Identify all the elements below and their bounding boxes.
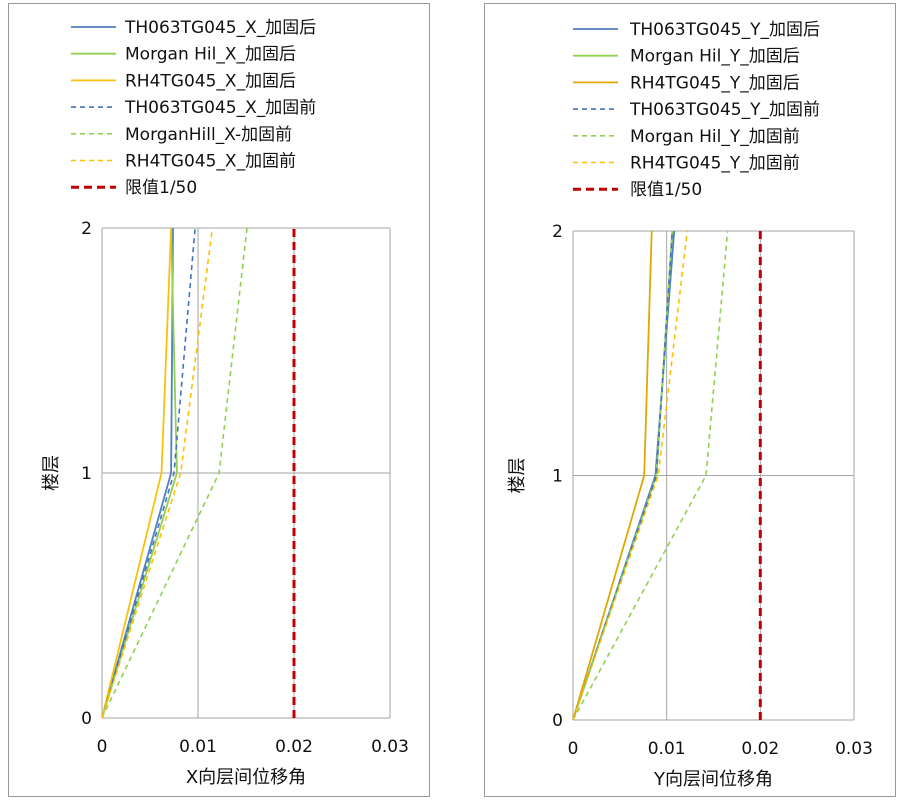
series-line xyxy=(572,230,674,721)
legend-label: 限值1/50 xyxy=(630,180,702,200)
x-tick-label: 0.01 xyxy=(179,737,217,757)
chart-x-svg: TH063TG045_X_加固后 Morgan Hil_X_加固后 RH4TG045… xyxy=(41,18,409,788)
x-tick-label: 0 xyxy=(97,737,108,757)
chart-panel-x: TH063TG045_X_加固后 Morgan Hil_X_加固后 RH4TG045… xyxy=(8,3,430,797)
x-tick-label: 0.03 xyxy=(835,739,873,759)
y-tick-label: 1 xyxy=(552,467,563,487)
legend-label: Morgan Hil_Y_加固后 xyxy=(630,47,800,67)
y-tick-label: 1 xyxy=(81,464,92,484)
legend-label: RH4TG045_X_加固后 xyxy=(125,71,296,91)
x-axis-title: Y向层间位移角 xyxy=(653,769,773,790)
legend-label: TH063TG045_X_加固前 xyxy=(124,98,316,118)
y-axis-title: 楼层 xyxy=(507,458,528,494)
legend-label: TH063TG045_Y_加固前 xyxy=(629,100,820,120)
series-line xyxy=(101,227,214,719)
x-tick-label: 0 xyxy=(568,739,579,759)
series-line xyxy=(572,230,653,721)
x-tick-label: 0.03 xyxy=(371,737,409,757)
legend-label: TH063TG045_Y_加固后 xyxy=(629,20,820,40)
y-tick-label: 2 xyxy=(552,222,563,242)
chart-y-svg: TH063TG045_Y_加固后 Morgan Hil_Y_加固后 RH4TG045… xyxy=(507,20,873,790)
series-line xyxy=(101,227,196,719)
series-line xyxy=(101,227,248,719)
legend-label: MorganHill_X-加固前 xyxy=(125,125,292,145)
legend-label: RH4TG045_Y_加固后 xyxy=(630,73,800,93)
series-line xyxy=(101,227,172,719)
legend-label: RH4TG045_Y_加固前 xyxy=(630,154,800,174)
legend-label: RH4TG045_X_加固前 xyxy=(125,152,296,172)
y-tick-label: 0 xyxy=(552,711,563,731)
y-tick-label: 0 xyxy=(81,709,92,729)
legend-label: Morgan Hil_Y_加固前 xyxy=(630,127,800,147)
x-axis-title: X向层间位移角 xyxy=(186,767,306,788)
x-tick-label: 0.02 xyxy=(275,737,313,757)
chart-panel-y: TH063TG045_Y_加固后 Morgan Hil_Y_加固后 RH4TG045… xyxy=(484,3,896,797)
series-line xyxy=(572,230,729,721)
y-tick-label: 2 xyxy=(81,219,92,239)
y-axis-title: 楼层 xyxy=(41,455,62,491)
series-line xyxy=(572,230,689,721)
legend-label: Morgan Hil_X_加固后 xyxy=(125,45,296,65)
x-tick-label: 0.01 xyxy=(648,739,686,759)
legend-label: TH063TG045_X_加固后 xyxy=(124,18,316,38)
series-line xyxy=(101,227,178,719)
x-tick-label: 0.02 xyxy=(741,739,779,759)
legend-label: 限值1/50 xyxy=(125,178,197,198)
